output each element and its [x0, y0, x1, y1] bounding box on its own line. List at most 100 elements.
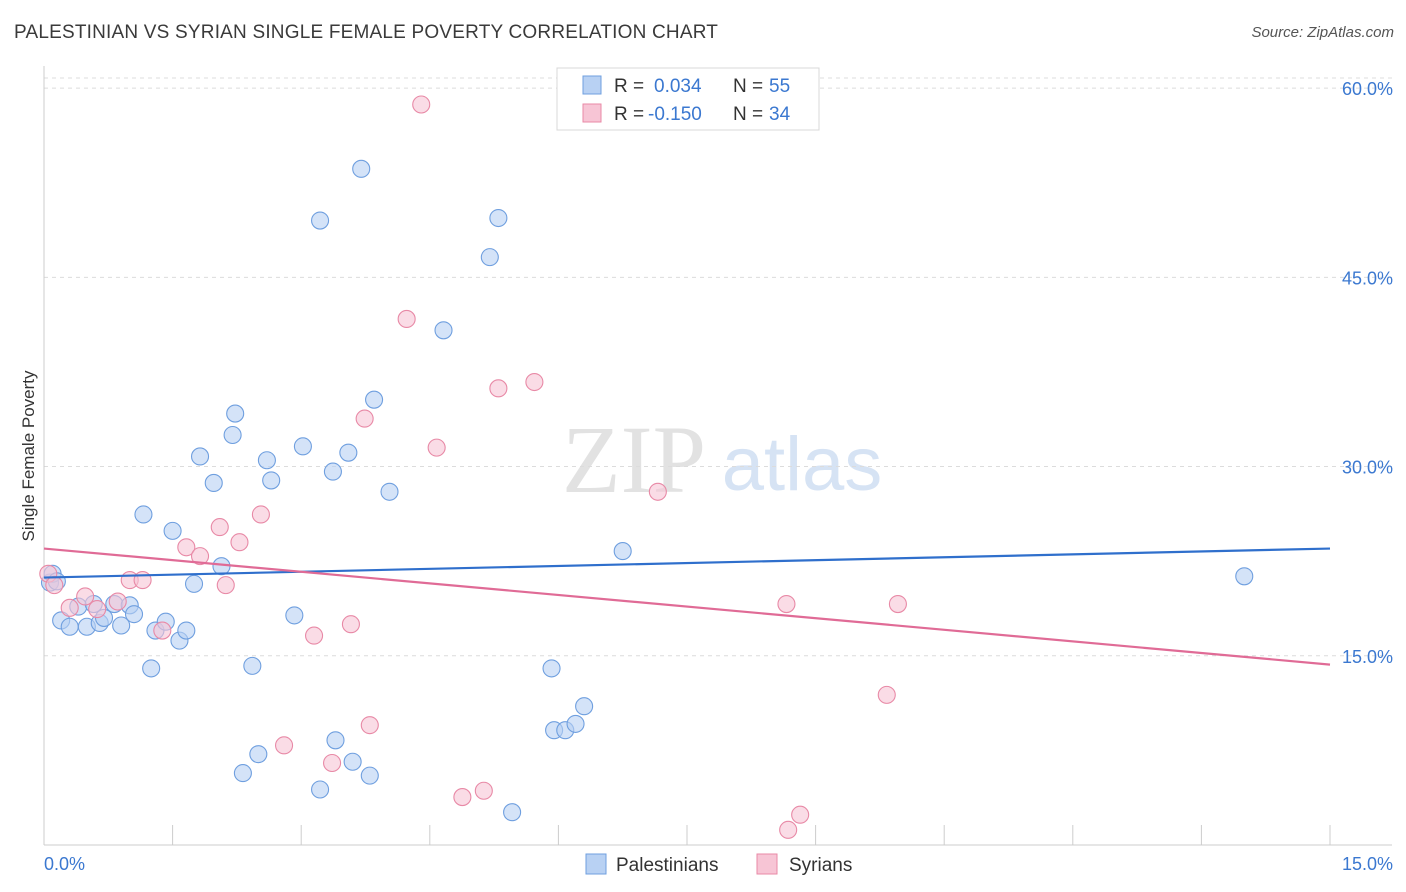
x-tick-label-1: 15.0%	[1342, 854, 1393, 874]
syrians-point-15	[275, 736, 294, 755]
series-legend-swatch-palestinians	[585, 853, 607, 875]
syrians-point-3	[76, 587, 95, 606]
palestinians-point-49	[566, 714, 585, 733]
y-tick-label-3: 60.0%	[1342, 79, 1393, 99]
syrians-trend-line	[43, 547, 1331, 666]
palestinians-trend-line	[43, 547, 1331, 579]
syrians-point-4	[88, 600, 107, 619]
palestinians-point-32	[311, 211, 330, 230]
palestinians-point-22	[212, 557, 231, 576]
series-legend: Palestinians Syrians	[585, 853, 852, 876]
legend-r-label-2: R =	[614, 104, 644, 125]
legend-swatch-palestinians	[582, 75, 602, 95]
palestinians-point-12	[134, 505, 153, 524]
palestinians-point-9	[112, 616, 131, 635]
palestinians-point-46	[542, 659, 561, 678]
palestinians-point-27	[249, 745, 268, 764]
syrians-point-18	[341, 615, 360, 634]
y-tick-labels: 15.0% 30.0% 45.0% 60.0%	[1342, 79, 1393, 667]
palestinians-point-40	[365, 390, 384, 409]
grid-lines	[44, 77, 1392, 657]
syrians-point-14	[251, 505, 270, 524]
x-tick-label-0: 0.0%	[44, 854, 85, 874]
syrians-point-9	[177, 538, 196, 557]
watermark-atlas: atlas	[722, 422, 883, 507]
palestinians-point-31	[293, 437, 312, 456]
palestinians-point-33	[311, 780, 330, 799]
syrians-point-31	[791, 805, 810, 824]
syrians-point-17	[323, 753, 342, 773]
syrians-point-26	[489, 379, 508, 398]
legend-n-value-1: 55	[769, 76, 790, 97]
palestinians-point-19	[184, 574, 204, 593]
legend-r-value-2: -0.150	[648, 104, 702, 125]
syrians-point-30	[779, 820, 798, 839]
y-tick-label-1: 30.0%	[1342, 458, 1393, 478]
palestinians-point-51	[613, 542, 632, 561]
syrians-point-21	[397, 309, 416, 328]
legend-n-label-1: N =	[733, 76, 763, 97]
palestinians-point-28	[257, 451, 276, 470]
palestinians-point-50	[575, 697, 594, 716]
syrians-point-33	[877, 685, 896, 704]
source-label: Source: ZipAtlas.com	[1251, 24, 1394, 41]
syrians-point-5	[108, 592, 127, 611]
syrians-point-25	[474, 781, 493, 800]
palestinians-point-18	[177, 621, 196, 640]
syrians-point-16	[305, 626, 324, 645]
palestinians-point-43	[480, 248, 499, 267]
legend-swatch-syrians	[582, 103, 602, 123]
chart-title: PALESTINIAN VS SYRIAN SINGLE FEMALE POVE…	[14, 22, 719, 43]
palestinians-point-26	[243, 656, 262, 675]
series-legend-swatch-syrians	[756, 853, 778, 875]
palestinians-point-21	[204, 473, 223, 492]
palestinians-point-25	[233, 764, 252, 783]
legend-r-value-1: 0.034	[654, 76, 702, 97]
y-axis-label: Single Female Poverty	[19, 370, 38, 542]
palestinians-point-29	[262, 471, 281, 490]
syrians-point-13	[230, 533, 249, 552]
series-legend-label-palestinians: Palestinians	[616, 855, 718, 876]
palestinians-point-20	[190, 447, 210, 466]
axes	[43, 66, 1392, 846]
syrians-point-1	[45, 576, 64, 595]
palestinians-point-42	[434, 321, 453, 340]
syrians-point-28	[648, 482, 667, 501]
palestinians-point-44	[489, 208, 508, 228]
palestinians-point-36	[339, 443, 358, 462]
palestinians-point-23	[223, 425, 242, 445]
syrians-point-19	[355, 409, 374, 428]
palestinians-point-38	[352, 159, 371, 178]
syrians-point-11	[210, 518, 229, 537]
syrians-point-27	[525, 372, 544, 392]
palestinians-point-39	[360, 766, 379, 785]
syrians-point-22	[412, 95, 431, 114]
stats-legend: R = 0.034 N = 55 R = -0.150 N = 34	[556, 67, 820, 131]
syrians-point-23	[427, 438, 446, 457]
palestinians-point-2	[60, 617, 79, 636]
x-tick-labels: 0.0% 15.0%	[44, 854, 1393, 874]
syrians-point-8	[153, 621, 172, 640]
y-tick-label-0: 15.0%	[1342, 647, 1393, 667]
watermark-zip: ZIP	[562, 406, 706, 513]
syrians-point-12	[216, 576, 235, 595]
palestinians-point-45	[503, 803, 522, 822]
legend-n-value-2: 34	[769, 104, 791, 125]
syrians-point-10	[190, 547, 210, 566]
legend-n-label-2: N =	[733, 104, 763, 125]
legend-r-label-1: R =	[614, 76, 644, 97]
palestinians-point-13	[142, 659, 161, 678]
palestinians-point-24	[226, 404, 245, 423]
series-legend-label-syrians: Syrians	[789, 855, 852, 876]
palestinians-point-30	[285, 606, 304, 625]
syrians-point-2	[60, 598, 79, 617]
trend-lines	[43, 547, 1331, 666]
syrians-point-32	[888, 595, 907, 614]
palestinians-point-37	[343, 752, 362, 771]
palestinians-point-35	[326, 731, 345, 750]
syrians-point-20	[360, 716, 379, 735]
palestinians-point-41	[380, 482, 399, 501]
syrians-point-29	[777, 595, 796, 614]
palestinians-point-34	[323, 462, 342, 481]
